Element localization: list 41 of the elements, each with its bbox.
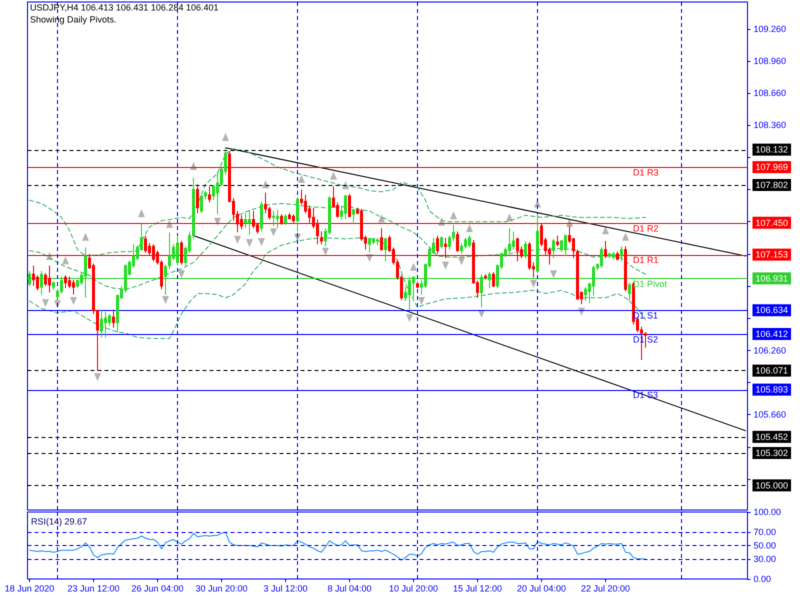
x-tick-label: 23 Jun 12:00: [67, 584, 120, 594]
text: Showing Daily Pivots.: [30, 14, 117, 24]
text: 105.452: [756, 432, 788, 442]
y-tick-label: 30.00: [754, 554, 776, 564]
ref-line-label: D1 R3: [633, 168, 659, 178]
y-tick-label: 100.00: [754, 507, 782, 517]
x-tick-label: 18 Jun 2020: [4, 584, 54, 594]
x-tick-label: 15 Jul 12:00: [452, 584, 502, 594]
y-tick-label: 0.00: [754, 574, 772, 584]
x-tick-label: 22 Jul 20:00: [580, 584, 630, 594]
ref-line-label: D1 R2: [633, 223, 659, 234]
y-tick-label: 108.660: [754, 88, 786, 98]
text: 107.153: [756, 250, 788, 260]
chart-title: USDJPY,H4 106.413 106.431 106.284 106.401: [30, 2, 218, 12]
text: 107.802: [756, 180, 788, 190]
y-tick-label: 105.660: [754, 410, 786, 420]
text: 108.132: [756, 144, 788, 155]
text: 106.931: [756, 273, 788, 284]
text: 105.893: [756, 384, 788, 395]
x-tick-label: 20 Jul 04:00: [516, 584, 566, 594]
x-tick-label: 30 Jun 20:00: [195, 584, 248, 594]
text: 107.450: [756, 218, 788, 228]
x-tick-label: 26 Jun 04:00: [131, 584, 184, 594]
x-tick-label: 3 Jul 12:00: [263, 584, 308, 594]
x-tick-label: 8 Jul 04:00: [327, 584, 372, 594]
text: 106.634: [756, 305, 788, 316]
y-tick-label: 50.00: [754, 540, 776, 550]
x-tick-label: 10 Jul 20:00: [388, 584, 438, 594]
text: 106.071: [756, 366, 788, 376]
y-tick-label: 108.960: [754, 56, 786, 66]
y-tick-label: 109.260: [754, 24, 786, 34]
ref-line-label: D1 R1: [633, 255, 659, 266]
text: 107.969: [756, 162, 788, 172]
ref-line-label: D1 S3: [633, 390, 658, 400]
y-tick-label: 106.260: [754, 345, 786, 356]
text: 105.000: [756, 480, 788, 490]
text: 106.412: [756, 329, 788, 340]
text: 105.302: [756, 448, 788, 458]
y-tick-label: 108.360: [754, 120, 786, 130]
text: RSI(14) 29.67: [31, 516, 88, 526]
y-tick-label: 70.00: [754, 527, 776, 538]
